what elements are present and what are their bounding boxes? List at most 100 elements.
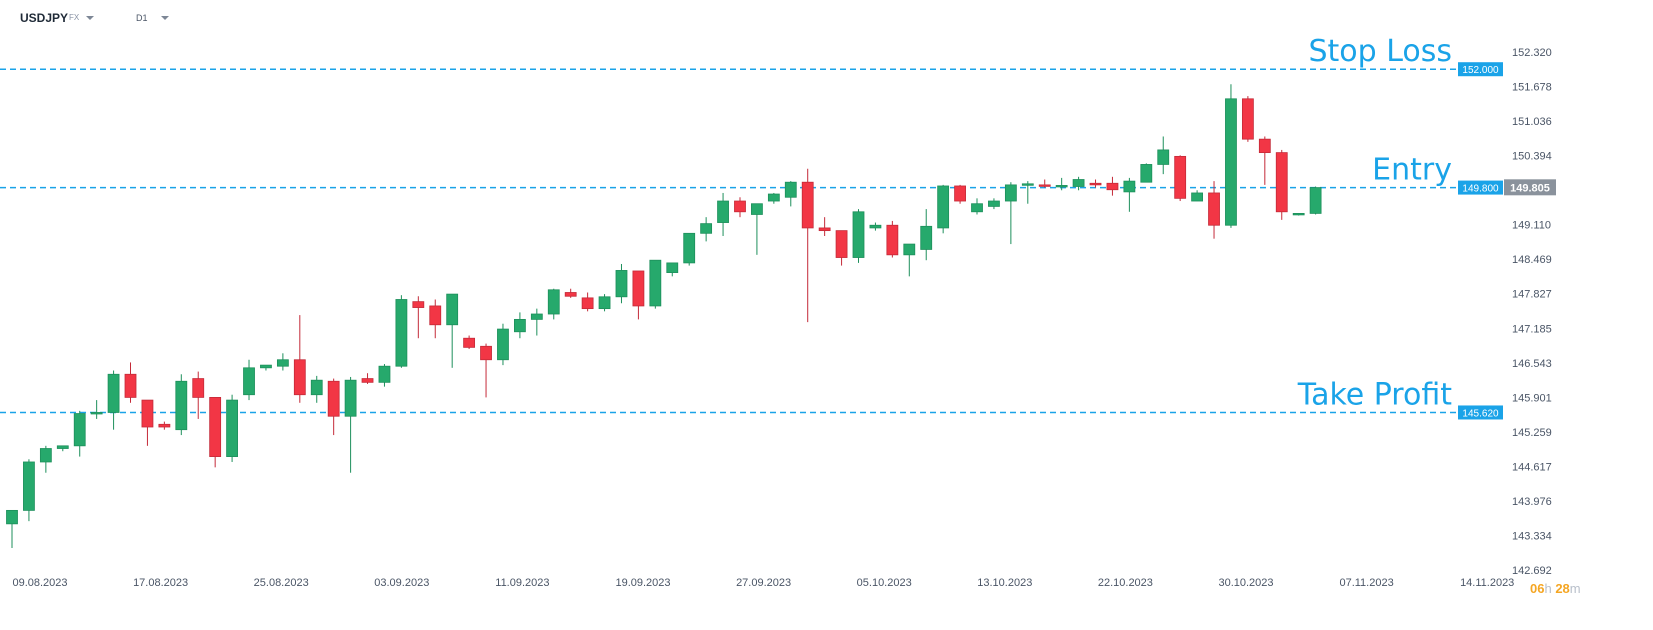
candle xyxy=(124,362,137,403)
price-tick-label: 147.827 xyxy=(1512,289,1552,301)
candle xyxy=(937,184,950,234)
candle xyxy=(412,296,425,339)
candle xyxy=(446,293,459,368)
candle xyxy=(1174,155,1187,202)
candle xyxy=(260,364,272,371)
candle-body xyxy=(6,509,18,525)
candle xyxy=(530,308,543,336)
candle-body xyxy=(801,181,814,229)
level-price-tag-text: 145.620 xyxy=(1462,408,1499,419)
symbol-selector[interactable]: USDJPY xyxy=(20,11,69,25)
candle-body xyxy=(632,270,645,307)
candle-body xyxy=(1292,213,1305,216)
price-tick-label: 143.334 xyxy=(1512,530,1552,542)
candle-body xyxy=(852,211,865,258)
candle-body xyxy=(751,203,763,215)
level-price-tag: 152.000 xyxy=(1458,62,1503,77)
candle xyxy=(632,270,645,320)
candle xyxy=(429,299,442,339)
candle xyxy=(73,410,86,457)
candle xyxy=(1309,186,1322,215)
price-tags: 152.000 149.800 145.620 149.805 xyxy=(1458,62,1556,420)
candle-body xyxy=(1191,192,1203,202)
candle-body xyxy=(480,345,492,361)
level-price-tag-bg xyxy=(1458,405,1503,420)
candle xyxy=(209,397,222,468)
candle-body xyxy=(310,379,323,396)
candle xyxy=(903,243,916,277)
candle xyxy=(547,288,560,320)
candle xyxy=(1021,181,1034,204)
candle-body xyxy=(1055,185,1068,188)
candle xyxy=(514,312,526,339)
candle-body xyxy=(1123,180,1136,193)
price-axis: 152.320 151.678 151.036 150.394 149.110 148.4… xyxy=(1512,47,1552,577)
candle xyxy=(1208,181,1220,239)
candle xyxy=(90,400,103,419)
candle xyxy=(1275,149,1288,220)
price-tick-label: 145.901 xyxy=(1512,392,1552,404)
date-tick-label: 13.10.2023 xyxy=(977,577,1032,589)
symbol-dropdown-icon[interactable] xyxy=(86,16,94,20)
candle-body xyxy=(378,365,391,383)
candle-body xyxy=(276,359,289,367)
candle xyxy=(734,197,746,218)
candle-body xyxy=(869,224,882,229)
candle xyxy=(1106,176,1119,196)
timeframe-selector[interactable]: D1 xyxy=(136,13,148,23)
candle-body xyxy=(327,380,340,417)
countdown-hours: 06 xyxy=(1530,581,1545,596)
timeframe-dropdown-icon[interactable] xyxy=(161,16,169,20)
date-tick-label: 19.09.2023 xyxy=(615,577,670,589)
candle xyxy=(344,376,357,473)
date-tick-label: 17.08.2023 xyxy=(133,577,188,589)
candle-body xyxy=(514,318,526,333)
candle-body xyxy=(293,359,306,396)
candle-body xyxy=(598,296,611,310)
level-label: Take Profit xyxy=(1297,377,1453,412)
candle-body xyxy=(971,203,983,213)
date-tick-label: 03.09.2023 xyxy=(374,577,429,589)
price-tick-label: 149.110 xyxy=(1512,220,1551,232)
candle-body xyxy=(700,223,713,234)
candle-body xyxy=(412,301,425,308)
date-tick-label: 11.09.2023 xyxy=(495,577,549,589)
candle xyxy=(564,288,577,298)
chart-header: USDJPY FX D1 xyxy=(0,0,600,34)
candle-body xyxy=(937,185,950,229)
candle-body xyxy=(243,367,255,396)
date-tick-label: 25.08.2023 xyxy=(254,577,309,589)
candle-body xyxy=(107,373,120,413)
candle xyxy=(175,374,188,436)
candle xyxy=(395,295,408,368)
current-price-tag: 149.805 xyxy=(1504,179,1556,196)
candle-body xyxy=(56,445,69,449)
candle xyxy=(581,292,594,312)
current-price-tag-text: 149.805 xyxy=(1510,182,1550,194)
candle xyxy=(1089,179,1102,188)
candle xyxy=(700,217,713,242)
candle xyxy=(1191,190,1203,202)
candle-body xyxy=(1258,138,1271,154)
candle-body xyxy=(615,270,628,298)
price-tick-label: 146.543 xyxy=(1512,358,1552,370)
candle xyxy=(243,359,255,401)
price-tick-label: 147.185 xyxy=(1512,323,1552,335)
candle xyxy=(1140,163,1153,183)
candle-body xyxy=(158,423,171,428)
candle xyxy=(327,378,340,436)
candle xyxy=(666,262,679,277)
candle-body xyxy=(1038,184,1051,187)
date-tick-label: 27.09.2023 xyxy=(736,577,791,589)
countdown-minutes: 28 xyxy=(1555,581,1570,596)
candle-body xyxy=(429,305,442,326)
candle-body xyxy=(361,378,374,383)
candle xyxy=(1157,136,1170,175)
candle-body xyxy=(260,364,272,369)
symbol-type-badge: FX xyxy=(69,13,80,22)
candle xyxy=(886,220,899,258)
candle-body xyxy=(903,243,916,256)
level-price-tag-bg xyxy=(1458,180,1503,195)
candle-body xyxy=(1140,164,1153,183)
